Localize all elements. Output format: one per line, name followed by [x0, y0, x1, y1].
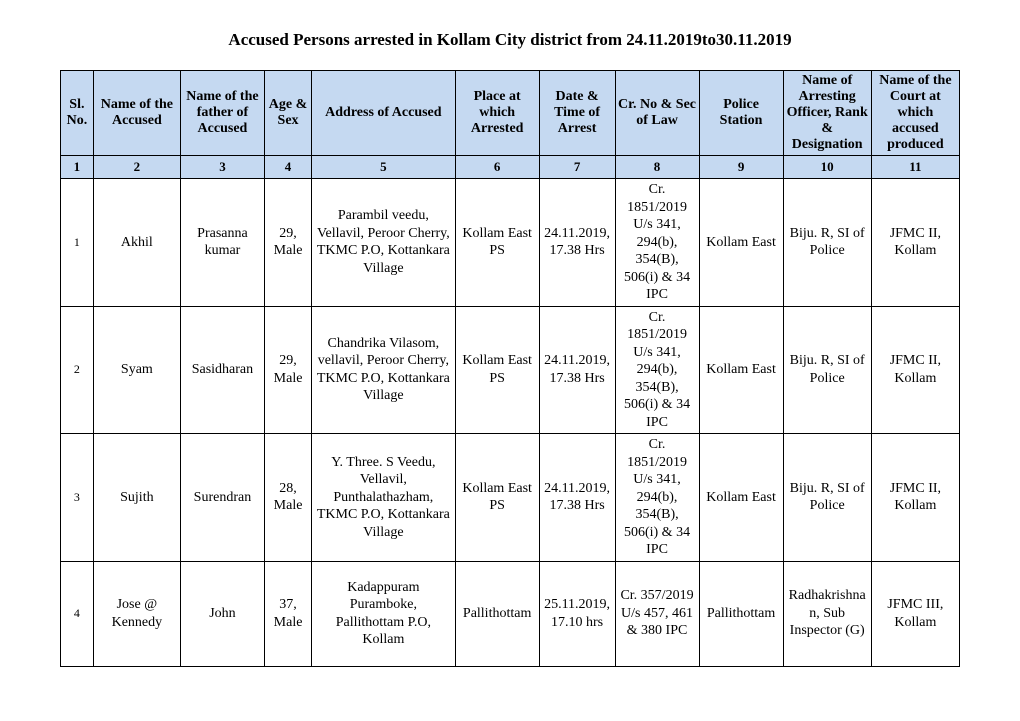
cell-age: 37, Male — [264, 561, 311, 666]
cell-age: 29, Male — [264, 306, 311, 434]
col-num: 8 — [615, 156, 699, 179]
col-num: 11 — [871, 156, 959, 179]
cell-accused: Syam — [93, 306, 180, 434]
cell-station: Kollam East — [699, 306, 783, 434]
cell-officer: Radhakrishnan, Sub Inspector (G) — [783, 561, 871, 666]
cell-place: Kollam East PS — [455, 306, 539, 434]
cell-station: Kollam East — [699, 179, 783, 307]
cell-station: Kollam East — [699, 434, 783, 562]
cell-place: Kollam East PS — [455, 179, 539, 307]
cell-datetime: 24.11.2019, 17.38 Hrs — [539, 306, 615, 434]
col-header: Sl. No. — [61, 71, 94, 156]
cell-father: John — [180, 561, 264, 666]
col-num: 1 — [61, 156, 94, 179]
cell-address: Parambil veedu, Vellavil, Peroor Cherry,… — [312, 179, 456, 307]
table-row: 1 Akhil Prasanna kumar 29, Male Parambil… — [61, 179, 960, 307]
cell-age: 29, Male — [264, 179, 311, 307]
col-num: 7 — [539, 156, 615, 179]
cell-sl: 2 — [61, 306, 94, 434]
col-num: 4 — [264, 156, 311, 179]
cell-sl: 1 — [61, 179, 94, 307]
col-header: Name of the Court at which accused produ… — [871, 71, 959, 156]
cell-address: Kadappuram Puramboke, Pallithottam P.O, … — [312, 561, 456, 666]
col-header: Place at which Arrested — [455, 71, 539, 156]
cell-officer: Biju. R, SI of Police — [783, 179, 871, 307]
cell-court: JFMC III, Kollam — [871, 561, 959, 666]
cell-crno: Cr. 357/2019 U/s 457, 461 & 380 IPC — [615, 561, 699, 666]
page-title: Accused Persons arrested in Kollam City … — [60, 30, 960, 50]
table-row: 3 Sujith Surendran 28, Male Y. Three. S … — [61, 434, 960, 562]
table-row: 4 Jose @ Kennedy John 37, Male Kadappura… — [61, 561, 960, 666]
col-header: Name of the father of Accused — [180, 71, 264, 156]
col-num: 5 — [312, 156, 456, 179]
header-row: Sl. No. Name of the Accused Name of the … — [61, 71, 960, 156]
cell-court: JFMC II, Kollam — [871, 179, 959, 307]
cell-address: Y. Three. S Veedu, Vellavil, Punthalatha… — [312, 434, 456, 562]
col-header: Name of Arresting Officer, Rank & Design… — [783, 71, 871, 156]
cell-officer: Biju. R, SI of Police — [783, 434, 871, 562]
cell-accused: Jose @ Kennedy — [93, 561, 180, 666]
cell-place: Kollam East PS — [455, 434, 539, 562]
col-num: 3 — [180, 156, 264, 179]
col-header: Date & Time of Arrest — [539, 71, 615, 156]
col-num: 9 — [699, 156, 783, 179]
cell-crno: Cr. 1851/2019 U/s 341, 294(b), 354(B), 5… — [615, 306, 699, 434]
col-num: 10 — [783, 156, 871, 179]
cell-father: Surendran — [180, 434, 264, 562]
col-header: Police Station — [699, 71, 783, 156]
cell-sl: 3 — [61, 434, 94, 562]
cell-father: Sasidharan — [180, 306, 264, 434]
cell-age: 28, Male — [264, 434, 311, 562]
col-header: Cr. No & Sec of Law — [615, 71, 699, 156]
cell-datetime: 24.11.2019, 17.38 Hrs — [539, 434, 615, 562]
cell-sl: 4 — [61, 561, 94, 666]
table-row: 2 Syam Sasidharan 29, Male Chandrika Vil… — [61, 306, 960, 434]
cell-officer: Biju. R, SI of Police — [783, 306, 871, 434]
arrest-table: Sl. No. Name of the Accused Name of the … — [60, 70, 960, 667]
cell-station: Pallithottam — [699, 561, 783, 666]
header-number-row: 1 2 3 4 5 6 7 8 9 10 11 — [61, 156, 960, 179]
col-header: Age & Sex — [264, 71, 311, 156]
cell-court: JFMC II, Kollam — [871, 434, 959, 562]
col-num: 6 — [455, 156, 539, 179]
cell-father: Prasanna kumar — [180, 179, 264, 307]
col-num: 2 — [93, 156, 180, 179]
col-header: Address of Accused — [312, 71, 456, 156]
cell-datetime: 25.11.2019, 17.10 hrs — [539, 561, 615, 666]
col-header: Name of the Accused — [93, 71, 180, 156]
cell-datetime: 24.11.2019, 17.38 Hrs — [539, 179, 615, 307]
cell-accused: Sujith — [93, 434, 180, 562]
cell-accused: Akhil — [93, 179, 180, 307]
cell-place: Pallithottam — [455, 561, 539, 666]
cell-court: JFMC II, Kollam — [871, 306, 959, 434]
cell-address: Chandrika Vilasom, vellavil, Peroor Cher… — [312, 306, 456, 434]
cell-crno: Cr. 1851/2019 U/s 341, 294(b), 354(B), 5… — [615, 179, 699, 307]
cell-crno: Cr. 1851/2019 U/s 341, 294(b), 354(B), 5… — [615, 434, 699, 562]
